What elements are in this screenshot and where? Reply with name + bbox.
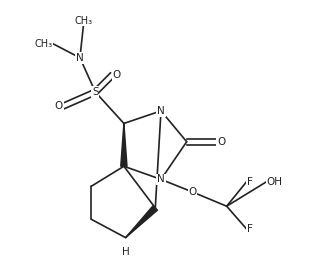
Text: N: N	[76, 53, 84, 63]
Text: CH₃: CH₃	[75, 16, 93, 26]
Text: N: N	[157, 106, 165, 116]
Text: F: F	[247, 177, 252, 187]
Text: OH: OH	[267, 177, 283, 187]
Text: N: N	[157, 175, 165, 184]
Text: S: S	[92, 87, 99, 97]
Text: F: F	[247, 224, 252, 234]
Text: O: O	[112, 70, 121, 80]
Text: CH₃: CH₃	[34, 39, 52, 49]
Polygon shape	[126, 206, 157, 238]
Polygon shape	[121, 124, 127, 166]
Text: O: O	[188, 187, 196, 197]
Text: H: H	[122, 247, 129, 257]
Text: O: O	[54, 101, 63, 111]
Text: O: O	[217, 137, 225, 147]
